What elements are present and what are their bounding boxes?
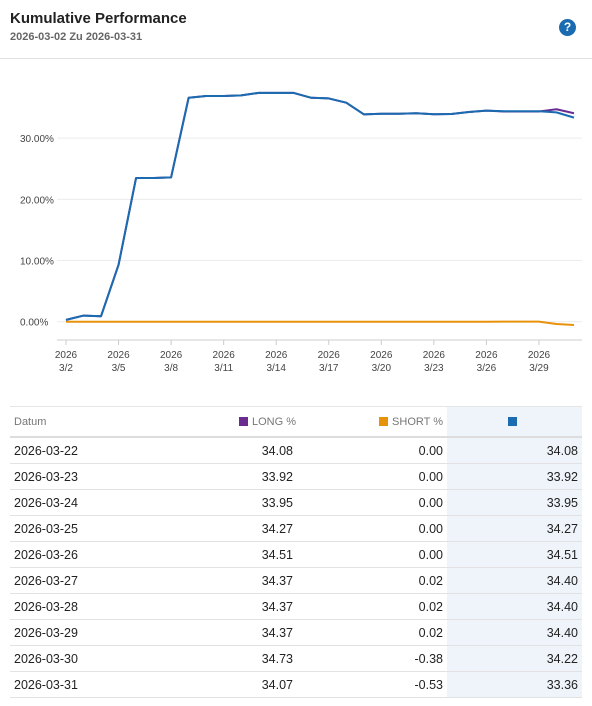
table-cell: 34.22 — [447, 645, 582, 672]
table-cell: 34.37 — [175, 567, 297, 594]
series-line — [65, 91, 575, 321]
table-cell: -0.38 — [297, 645, 447, 672]
table-row: 2026-03-25 34.27 0.00 34.27 — [10, 515, 582, 542]
header-cell — [447, 406, 582, 438]
table-row: 2026-03-27 34.37 0.02 34.40 — [10, 567, 582, 594]
table-cell: 33.95 — [175, 489, 297, 516]
table-cell: 2026-03-24 — [10, 489, 175, 516]
table-row: 2026-03-29 34.37 0.02 34.40 — [10, 619, 582, 646]
table-cell: 34.37 — [175, 593, 297, 620]
y-tick-label: 20.00% — [20, 195, 54, 206]
table-cell: 34.08 — [447, 437, 582, 464]
table-cell: 33.92 — [447, 463, 582, 490]
separator — [0, 58, 592, 59]
table-cell: 33.36 — [447, 671, 582, 698]
table-cell: 34.51 — [175, 541, 297, 568]
y-tick-label: 10.00% — [20, 257, 54, 268]
series-line — [66, 320, 575, 326]
x-tick-label: 2026 — [475, 350, 498, 361]
table-cell: 2026-03-25 — [10, 515, 175, 542]
table-cell: 0.00 — [297, 515, 447, 542]
series-line — [65, 91, 575, 321]
x-tick-label: 3/20 — [372, 363, 392, 374]
legend-label: SHORT % — [392, 415, 443, 428]
x-tick-label: 3/23 — [424, 363, 444, 374]
table-cell: 0.00 — [297, 489, 447, 516]
table-header: Datum LONG % SHORT % — [10, 406, 582, 438]
table-cell: 34.51 — [447, 541, 582, 568]
y-tick-label: 30.00% — [20, 134, 54, 145]
table-cell: 33.95 — [447, 489, 582, 516]
header-cell: LONG % — [175, 406, 297, 438]
x-tick-label: 3/29 — [529, 363, 549, 374]
x-tick-label: 3/2 — [59, 363, 73, 374]
x-tick-label: 2026 — [528, 350, 551, 361]
x-tick-label: 2026 — [318, 350, 341, 361]
table-cell: 34.40 — [447, 593, 582, 620]
x-tick-label: 3/11 — [214, 363, 233, 374]
table-row: 2026-03-28 34.37 0.02 34.40 — [10, 593, 582, 620]
x-tick-label: 3/26 — [477, 363, 497, 374]
table-cell: 0.02 — [297, 619, 447, 646]
help-button[interactable]: ? — [559, 19, 576, 36]
table-cell: 2026-03-26 — [10, 541, 175, 568]
table-cell: 34.08 — [175, 437, 297, 464]
header-cell: Datum — [10, 406, 175, 438]
table-cell: 34.40 — [447, 619, 582, 646]
table-cell: 34.27 — [175, 515, 297, 542]
table-cell: 34.07 — [175, 671, 297, 698]
y-tick-label: 0.00% — [20, 318, 48, 329]
table-row: 2026-03-24 33.95 0.00 33.95 — [10, 489, 582, 516]
table-cell: 2026-03-28 — [10, 593, 175, 620]
x-tick-label: 3/14 — [266, 363, 286, 374]
data-table: Datum LONG % SHORT % 2026-03-22 34.08 0.00… — [10, 406, 582, 698]
title: Kumulative Performance — [10, 10, 187, 27]
x-tick-label: 2026 — [107, 350, 130, 361]
x-tick-label: 2026 — [423, 350, 446, 361]
x-tick-label: 2026 — [160, 350, 183, 361]
table-cell: 2026-03-22 — [10, 437, 175, 464]
header-cell: SHORT % — [297, 406, 447, 438]
table-row: 2026-03-31 34.07 -0.53 33.36 — [10, 671, 582, 698]
table-cell: 0.02 — [297, 593, 447, 620]
x-tick-label: 2026 — [55, 350, 78, 361]
x-tick-label: 2026 — [370, 350, 393, 361]
table-cell: 2026-03-27 — [10, 567, 175, 594]
table-cell: 0.00 — [297, 541, 447, 568]
table-cell: 2026-03-29 — [10, 619, 175, 646]
table-cell: 2026-03-31 — [10, 671, 175, 698]
x-tick-label: 2026 — [213, 350, 236, 361]
table-row: 2026-03-22 34.08 0.00 34.08 — [10, 437, 582, 464]
legend-label: LONG % — [251, 415, 296, 428]
table-cell: 0.00 — [297, 463, 447, 490]
subtitle: 2026-03-02 Zu 2026-03-31 — [10, 31, 143, 43]
table-row: 2026-03-30 34.73 -0.38 34.22 — [10, 645, 582, 672]
table-row: 2026-03-26 34.51 0.00 34.51 — [10, 541, 582, 568]
table-cell: 33.92 — [175, 463, 297, 490]
x-tick-label: 3/17 — [319, 363, 339, 374]
table-cell: 2026-03-30 — [10, 645, 175, 672]
table-row: 2026-03-23 33.92 0.00 33.92 — [10, 463, 582, 490]
table-cell: 34.73 — [175, 645, 297, 672]
table-cell: 0.00 — [297, 437, 447, 464]
table-cell: 34.37 — [175, 619, 297, 646]
table-cell: -0.53 — [297, 671, 447, 698]
x-tick-label: 3/8 — [164, 363, 178, 374]
legend-swatch — [379, 416, 389, 426]
legend-swatch — [238, 416, 248, 426]
chart: 0.00% 10.00% 20.00% 30.00% 2026 3/2 2026 3/5 202… — [20, 91, 582, 374]
table-cell: 34.40 — [447, 567, 582, 594]
x-tick-label: 3/5 — [112, 363, 126, 374]
table-cell: 34.27 — [447, 515, 582, 542]
table-cell: 2026-03-23 — [10, 463, 175, 490]
x-tick-label: 2026 — [265, 350, 288, 361]
legend-swatch — [508, 416, 517, 426]
table-cell: 0.02 — [297, 567, 447, 594]
